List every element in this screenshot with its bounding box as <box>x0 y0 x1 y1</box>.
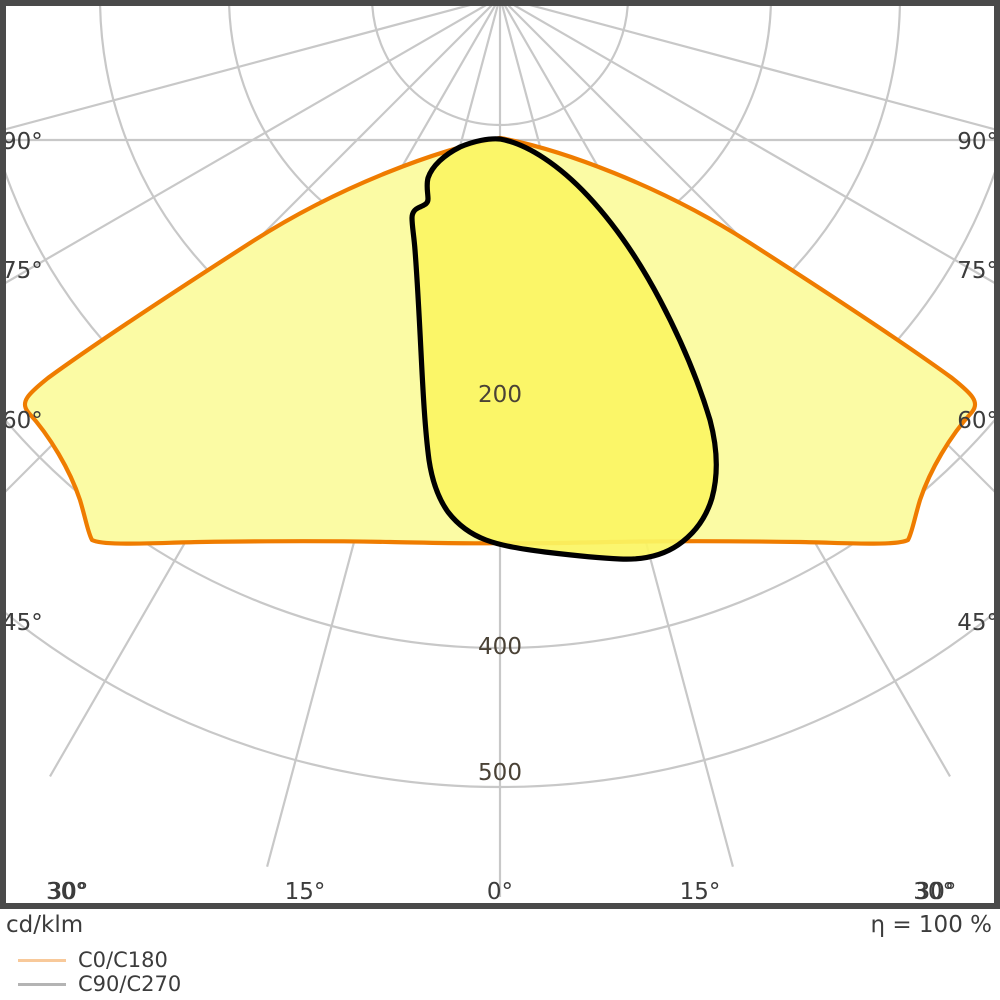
angle-label-right-30: 30° <box>913 879 954 905</box>
efficiency-label: η = 100 % <box>870 912 992 938</box>
plot-footer: cd/klm η = 100 % <box>0 912 1000 942</box>
legend-item-c0-c180: C0/C180 <box>10 948 410 972</box>
angle-label-right-90: 90° <box>957 129 998 155</box>
curve-c90-c270 <box>409 136 719 562</box>
angle-label-right-45: 45° <box>957 610 998 636</box>
unit-label: cd/klm <box>6 912 84 938</box>
angle-label-bottom-15l: 15° <box>285 879 326 905</box>
radial-label-500: 500 <box>478 760 522 786</box>
grid-spoke-60l <box>6 6 487 284</box>
legend-label-c90-c270: C90/C270 <box>78 972 182 996</box>
angle-label-left-75: 75° <box>2 258 43 284</box>
grid-spoke-75l <box>6 6 471 131</box>
angle-label-bottom-0: 0° <box>487 879 513 905</box>
radial-label-200: 200 <box>478 382 522 408</box>
angle-label-right-75: 75° <box>957 258 998 284</box>
angle-label-bottom-15r: 15° <box>680 879 721 905</box>
legend-swatch-c0-c180-icon <box>18 958 66 962</box>
plot-frame <box>0 0 1000 909</box>
angle-label-left-30: 30° <box>46 879 87 905</box>
angle-label-right-60: 60° <box>957 408 998 434</box>
grid-spoke-60r <box>513 6 994 284</box>
legend-swatch-c90-c270-icon <box>18 982 66 986</box>
grid-group <box>6 6 994 897</box>
angle-label-bottom-30l: 30° <box>48 879 89 905</box>
angle-label-left-45: 45° <box>2 610 43 636</box>
radial-label-400: 400 <box>478 634 522 660</box>
angle-label-left-60: 60° <box>2 408 43 434</box>
angle-label-left-90: 90° <box>2 129 43 155</box>
legend: C0/C180 C90/C270 <box>10 948 410 996</box>
legend-label-c0-c180: C0/C180 <box>78 948 168 972</box>
grid-spoke-75r <box>529 6 994 131</box>
legend-item-c90-c270: C90/C270 <box>10 972 410 996</box>
angle-label-bottom-30r: 30° <box>916 879 957 905</box>
